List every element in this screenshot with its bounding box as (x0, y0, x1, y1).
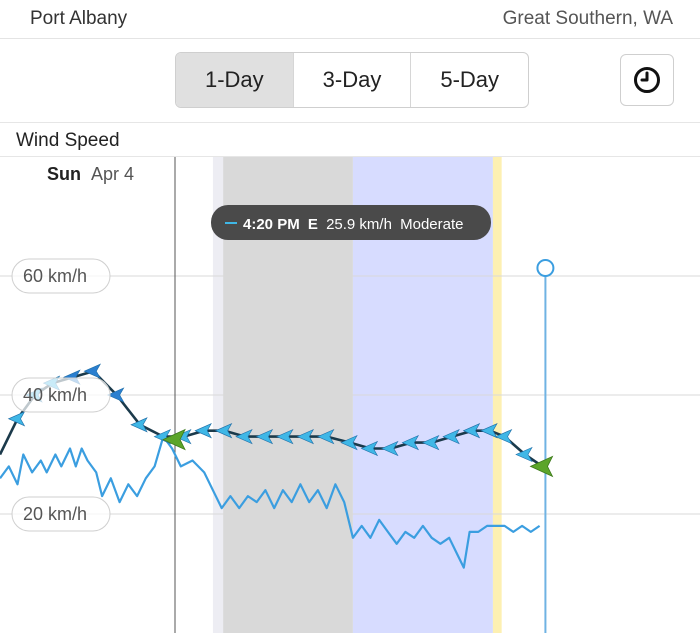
wind-direction-arrow (442, 428, 460, 445)
tooltip-bg (211, 205, 491, 240)
section-title: Wind Speed (16, 130, 120, 151)
divider (0, 156, 700, 157)
gust-series-line (0, 435, 541, 569)
wind-direction-arrow (340, 434, 358, 451)
clock-icon (634, 67, 660, 93)
wind-direction-arrow (401, 434, 420, 451)
y-axis-labels: 60 km/h 40 km/h 20 km/h (11, 258, 111, 532)
wind-direction-arrow (214, 423, 233, 439)
wind-direction-arrow (515, 446, 533, 463)
wind-direction-arrow (235, 428, 253, 445)
wind-direction-arrow (130, 417, 148, 433)
wind-direction-arrow (360, 440, 379, 457)
y-axis-tick-label: 20 km/h (23, 504, 87, 524)
wind-direction-arrow (7, 411, 26, 427)
wind-direction-arrow (194, 423, 212, 439)
wind-direction-arrow (462, 423, 481, 439)
y-axis-tick-label: 40 km/h (23, 385, 87, 405)
time-marker-handle[interactable] (536, 259, 555, 277)
wind-direction-arrow (83, 363, 102, 379)
wind-direction-arrow-highlight (529, 455, 554, 478)
region-name: Great Southern, WA (502, 8, 673, 29)
wind-direction-arrow (316, 428, 335, 445)
date-label: Sun Apr 4 (47, 164, 134, 184)
date-value: Apr 4 (91, 164, 134, 184)
tab-3-day[interactable]: 3-Day (294, 53, 412, 107)
tooltip-rating: Moderate (400, 216, 463, 233)
range-tabs: 1-Day 3-Day 5-Day (175, 52, 529, 108)
location-name: Port Albany (30, 8, 128, 29)
mean-series-line (0, 369, 544, 468)
wind-direction-arrow (276, 428, 294, 445)
location-header: Port Albany Great Southern, WA (0, 0, 700, 39)
tooltip-speed: 25.9 km/h (326, 216, 392, 233)
day-label: Sun (47, 164, 81, 184)
wind-direction-arrow (174, 428, 192, 445)
wind-speed-chart[interactable]: 60 km/h 40 km/h 20 km/h Sun Apr 4 4:20 PM … (0, 157, 700, 633)
y-axis-tick-label: 60 km/h (23, 266, 87, 286)
y-axis-label-pill (11, 496, 111, 532)
wind-direction-arrow (480, 423, 498, 439)
wind-direction-arrow-highlight (162, 428, 186, 451)
wind-direction-arrow (106, 387, 125, 403)
clock-button[interactable] (620, 54, 674, 106)
tooltip: 4:20 PM E 25.9 km/h Moderate (211, 205, 491, 240)
wind-direction-arrow (494, 428, 513, 445)
tooltip-time: 4:20 PM (243, 216, 300, 233)
wind-direction-arrow (296, 428, 315, 445)
wind-direction-arrow (255, 428, 274, 445)
divider (0, 122, 700, 123)
tab-1-day[interactable]: 1-Day (176, 53, 294, 107)
wind-direction-arrow (381, 440, 399, 457)
tooltip-text: 4:20 PM E 25.9 km/h Moderate (243, 216, 463, 233)
tab-5-day[interactable]: 5-Day (440, 67, 500, 92)
tooltip-direction: E (308, 216, 318, 233)
wind-direction-arrow (421, 434, 440, 451)
y-axis-label-pill (11, 377, 111, 413)
y-axis-label-pill (11, 258, 111, 294)
